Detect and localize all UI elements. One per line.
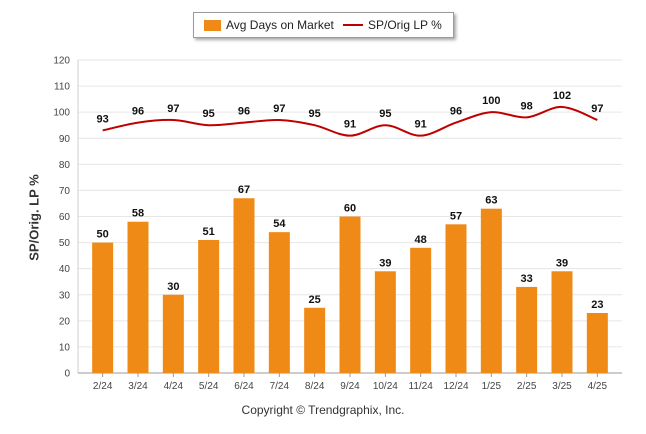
y-tick-label: 100 (53, 108, 70, 119)
bar-data-label: 67 (238, 184, 250, 196)
line-data-label: 100 (482, 95, 500, 107)
bar-data-label: 60 (344, 203, 356, 215)
x-tick-label: 4/24 (164, 381, 184, 392)
line-data-label: 96 (238, 106, 250, 118)
bar-data-label: 50 (97, 229, 109, 241)
y-tick-label: 70 (59, 186, 71, 197)
x-tick-label: 5/24 (199, 381, 219, 392)
bar-data-label: 23 (591, 299, 603, 311)
bar (516, 286, 538, 373)
bar-data-label: 39 (379, 257, 391, 269)
bar-data-label: 30 (167, 281, 179, 293)
line-data-label: 95 (379, 108, 391, 120)
legend-line-swatch (343, 24, 363, 26)
bar-data-label: 33 (521, 273, 533, 285)
line-data-label: 98 (521, 100, 533, 112)
bar-data-label: 54 (273, 218, 286, 230)
legend-bar-swatch (204, 20, 221, 31)
bar-data-label: 58 (132, 208, 144, 220)
bar (374, 271, 396, 373)
x-tick-label: 10/24 (373, 381, 398, 392)
line-data-label: 93 (97, 113, 109, 125)
x-tick-label: 11/24 (409, 381, 434, 392)
x-tick-label: 2/25 (517, 381, 537, 392)
bar (480, 208, 502, 373)
bar (445, 224, 467, 373)
bar (162, 294, 184, 373)
legend-line-label: SP/Orig LP % (368, 18, 442, 32)
bar (339, 216, 361, 373)
bar (92, 242, 114, 373)
line-data-label: 97 (167, 103, 179, 115)
line-data-label: 91 (344, 119, 356, 131)
y-tick-label: 50 (59, 238, 71, 249)
bar (551, 271, 573, 373)
line-data-label: 95 (203, 108, 215, 120)
y-tick-label: 10 (59, 342, 71, 353)
y-axis-label: SP/Orig. LP % (26, 174, 42, 261)
y-tick-label: 110 (54, 82, 70, 93)
y-tick-label: 30 (59, 290, 71, 301)
bar (410, 247, 432, 373)
line-data-label: 96 (132, 106, 144, 118)
bar (233, 198, 255, 373)
line-data-label: 95 (309, 108, 321, 120)
line-data-label: 97 (591, 103, 603, 115)
y-tick-label: 80 (59, 160, 71, 171)
bar (127, 221, 149, 373)
x-tick-label: 3/24 (128, 381, 148, 392)
legend: Avg Days on Market SP/Orig LP % (193, 12, 454, 38)
x-tick-label: 1/25 (482, 381, 502, 392)
x-tick-label: 9/24 (340, 381, 360, 392)
bar-data-label: 51 (203, 226, 215, 238)
x-tick-label: 2/24 (93, 381, 113, 392)
bar (586, 313, 608, 373)
x-tick-label: 3/25 (552, 381, 572, 392)
y-tick-label: 40 (59, 264, 71, 275)
bar-data-label: 48 (415, 234, 427, 246)
bar (198, 239, 220, 373)
bar-data-label: 25 (309, 294, 321, 306)
bar-data-label: 57 (450, 210, 462, 222)
bar (304, 307, 326, 373)
x-tick-label: 7/24 (270, 381, 290, 392)
line-data-label: 91 (415, 119, 427, 131)
y-tick-label: 120 (53, 56, 70, 67)
line-data-label: 102 (553, 90, 571, 102)
y-tick-label: 90 (59, 134, 71, 145)
line-data-label: 97 (273, 103, 285, 115)
x-tick-label: 4/25 (588, 381, 608, 392)
x-tick-label: 8/24 (305, 381, 325, 392)
copyright-text: Copyright © Trendgraphix, Inc. (241, 403, 405, 417)
bar-data-label: 63 (485, 195, 497, 207)
x-tick-label: 12/24 (443, 381, 468, 392)
line-data-label: 96 (450, 106, 462, 118)
bar-data-label: 39 (556, 257, 568, 269)
legend-bar-label: Avg Days on Market (226, 18, 334, 32)
y-tick-label: 20 (59, 316, 71, 327)
x-tick-label: 6/24 (234, 381, 254, 392)
y-tick-label: 60 (59, 212, 71, 223)
y-tick-label: 0 (64, 369, 70, 380)
line-series-path (102, 105, 598, 137)
bar (268, 232, 290, 373)
